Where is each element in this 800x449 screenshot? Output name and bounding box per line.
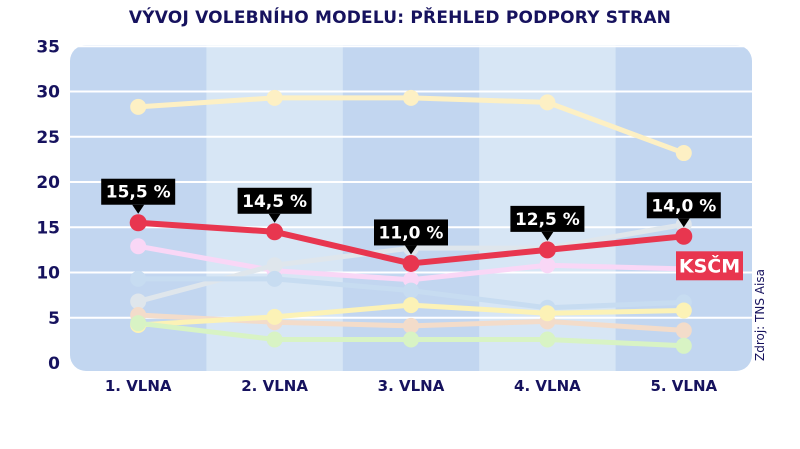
y-axis: 0 5 10 15 20 25 30 35	[36, 37, 60, 374]
y-tick-label: 15	[36, 218, 60, 238]
highlight-data-point	[129, 214, 147, 232]
highlight-data-point	[402, 254, 420, 272]
data-label-text: 14,0 %	[651, 196, 716, 216]
y-tick-label: 10	[36, 264, 60, 284]
background-series	[130, 89, 692, 354]
series-name-text: KSČM	[679, 253, 740, 277]
data-label-text: 15,5 %	[106, 183, 171, 203]
y-tick-label: 20	[36, 173, 60, 193]
series-name-tag: KSČM	[676, 251, 743, 281]
data-point	[130, 315, 147, 332]
y-tick-label: 35	[36, 37, 60, 57]
data-point	[675, 337, 692, 354]
x-category-label: 5. VLNA	[650, 377, 717, 395]
data-point	[266, 308, 283, 325]
x-category-label: 4. VLNA	[514, 377, 581, 395]
highlight-data-point	[675, 227, 693, 245]
x-category-label: 2. VLNA	[241, 377, 308, 395]
data-point	[403, 89, 419, 106]
data-label-pointer	[677, 218, 690, 228]
data-point	[266, 270, 283, 287]
series-name-box	[676, 251, 743, 281]
data-point	[403, 282, 419, 299]
data-point	[403, 297, 419, 314]
highlight-data-point	[266, 223, 284, 241]
y-tick-label: 5	[48, 309, 60, 329]
series-line	[130, 315, 692, 354]
data-point	[266, 89, 283, 106]
data-labels: 15,5 % 14,5 % 11,0 % 12,5 % 14,0 % KSČM	[101, 178, 743, 281]
data-point	[266, 257, 283, 274]
data-point	[130, 293, 147, 310]
data-label-box	[374, 219, 448, 246]
data-point	[675, 322, 692, 339]
x-axis: 1. VLNA 2. VLNA 3. VLNA 4. VLNA 5. VLNA	[105, 377, 718, 395]
data-point	[130, 238, 147, 255]
data-label-pointer	[405, 245, 417, 255]
data-label-box	[237, 187, 312, 214]
highlight-data-point	[538, 241, 556, 259]
data-point	[266, 331, 283, 348]
data-point	[130, 98, 147, 115]
data-label-pointer	[268, 213, 281, 223]
data-point	[675, 145, 692, 162]
x-category-label: 1. VLNA	[105, 377, 172, 395]
data-label: 14,0 %	[646, 192, 721, 228]
data-label: 15,5 %	[101, 178, 176, 214]
y-tick-label: 25	[36, 128, 60, 148]
y-tick-label: 0	[48, 354, 60, 374]
source-note: Zdroj: TNS Aisa	[753, 269, 767, 361]
data-point	[130, 270, 147, 287]
data-point	[403, 317, 419, 334]
data-label-pointer	[132, 204, 145, 214]
data-label-text: 12,5 %	[515, 210, 580, 230]
data-label: 14,5 %	[237, 187, 312, 223]
data-label: 12,5 %	[510, 205, 585, 241]
data-point	[539, 331, 556, 348]
y-tick-label: 30	[36, 83, 60, 103]
data-point	[539, 257, 556, 274]
data-label-box	[101, 178, 176, 205]
data-label-box	[510, 205, 585, 232]
data-label-pointer	[541, 231, 554, 241]
data-point	[539, 305, 556, 322]
chart-title: VÝVOJ VOLEBNÍHO MODELU: PŘEHLED PODPORY …	[128, 8, 672, 28]
highlight-series	[129, 214, 693, 272]
data-label-text: 11,0 %	[379, 223, 444, 243]
data-label-box	[646, 192, 721, 219]
data-point	[539, 94, 556, 111]
x-category-label: 3. VLNA	[378, 377, 445, 395]
data-point	[675, 302, 692, 319]
data-point	[403, 331, 419, 348]
series-line	[130, 89, 692, 162]
data-label-text: 14,5 %	[242, 192, 307, 212]
data-label: 11,0 %	[374, 219, 448, 255]
